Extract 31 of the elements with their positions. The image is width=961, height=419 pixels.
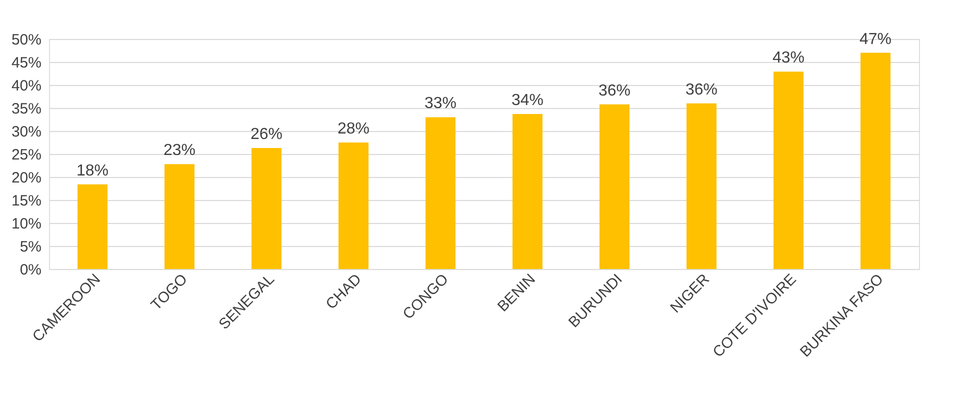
data-label: 43% — [772, 50, 805, 67]
bar — [426, 117, 456, 269]
data-label: 34% — [511, 92, 544, 109]
bar — [252, 148, 282, 269]
data-label: 23% — [163, 142, 196, 160]
data-label: 47% — [859, 30, 892, 48]
y-tick-label: 40% — [11, 78, 42, 94]
data-label: 36% — [685, 81, 718, 98]
bar — [774, 72, 804, 269]
data-label: 26% — [250, 126, 283, 144]
y-tick-label: 20% — [11, 170, 42, 186]
bar — [686, 103, 716, 269]
y-tick-label: 10% — [11, 216, 42, 232]
bar — [164, 164, 194, 269]
bar — [78, 184, 108, 269]
y-tick-label: 5% — [20, 238, 42, 256]
y-tick-label: 25% — [11, 146, 42, 164]
data-label: 28% — [337, 120, 370, 138]
data-label: 36% — [598, 82, 631, 100]
y-tick-label: 0% — [20, 262, 42, 278]
bar — [512, 114, 542, 269]
bar — [338, 142, 368, 269]
y-tick-label: 35% — [11, 100, 42, 118]
y-tick-label: 30% — [11, 124, 42, 140]
y-tick-label: 50% — [11, 32, 42, 48]
bar — [860, 52, 890, 269]
data-label: 18% — [76, 162, 109, 180]
data-label: 33% — [424, 95, 457, 112]
bar — [600, 104, 630, 269]
y-tick-label: 15% — [11, 192, 42, 210]
y-tick-label: 45% — [11, 54, 42, 72]
